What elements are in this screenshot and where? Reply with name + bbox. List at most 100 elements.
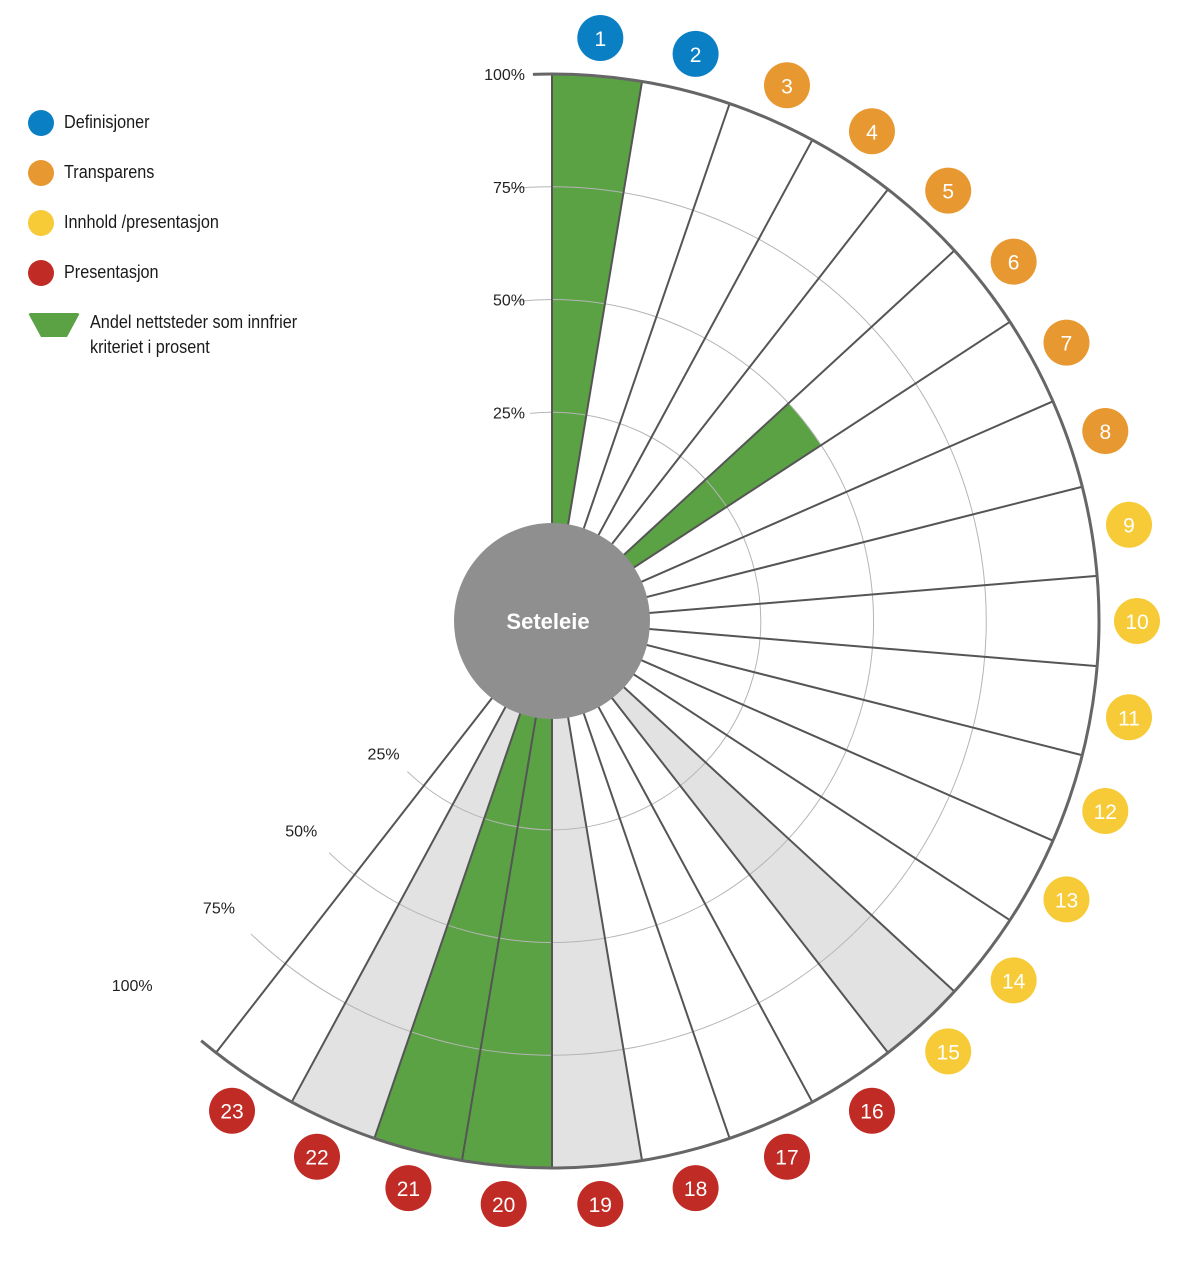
tick-label-bottom: 75% [203,901,235,918]
badge-number: 23 [220,1101,243,1124]
badge-number: 15 [937,1041,960,1064]
legend-label: Definisjoner [64,112,150,132]
badge-number: 17 [775,1147,798,1170]
tick-label-bottom: 100% [112,978,153,995]
badge-circle [577,1181,624,1228]
tick-label-top: 50% [493,293,525,310]
spoke [596,139,814,538]
badge-circle [577,14,624,61]
legend-item-andel: Andel nettsteder som innfrier kriteriet … [28,310,320,360]
legend-item-definisjoner: Definisjoner [28,110,320,160]
badge-circle [763,62,810,109]
badge-circle [385,1165,432,1212]
spoke [582,103,731,531]
hub-label: Seteleie [506,609,589,634]
legend-label: Transparens [64,162,155,182]
badge-number: 22 [305,1147,328,1170]
category-badge-12: 12 [1082,787,1129,834]
spoke [566,81,644,527]
spoke [639,400,1054,584]
category-badge-15: 15 [925,1028,972,1075]
category-badge-7: 7 [1043,319,1090,366]
category-badge-17: 17 [763,1133,810,1180]
spoke [610,188,889,546]
grid-ring-25 [423,411,762,831]
badge-number: 13 [1055,889,1078,912]
spoke [566,715,644,1161]
category-badge-20: 20 [480,1181,527,1228]
wedge-not-applicable-19 [552,715,643,1168]
badge-circle [672,30,719,77]
badge-number: 21 [397,1178,420,1201]
badge-number: 11 [1118,707,1140,730]
badge-number: 14 [1002,970,1026,993]
category-badge-14: 14 [990,957,1037,1004]
legend: Definisjoner Transparens Innhold /presen… [28,110,320,360]
badge-number: 18 [684,1178,707,1201]
badge-circle [763,1133,810,1180]
green-wedge-icon [28,313,80,337]
category-badge-23: 23 [209,1087,256,1134]
badge-circle [1106,694,1153,741]
outer-arc-line [200,72,1101,1170]
category-badge-22: 22 [294,1133,341,1180]
legend-item-innhold-presentasjon: Innhold /presentasjon [28,210,320,260]
badge-number: 3 [781,75,793,98]
spoke [621,249,956,557]
spoke [647,627,1098,668]
red-circle-icon [28,260,54,286]
tick-label-bottom: 25% [368,747,400,764]
badge-circle [1114,598,1160,644]
spoke [621,685,956,993]
spoke [290,704,508,1103]
category-badge-10: 10 [1114,598,1160,644]
badge-circle [209,1087,256,1134]
badge-circle [480,1181,527,1228]
badge-number: 12 [1094,801,1117,824]
category-badge-11: 11 [1106,694,1153,741]
category-badge-16: 16 [848,1087,895,1134]
badge-circle [848,1087,895,1134]
category-badge-4: 4 [848,108,895,155]
legend-label: Innhold /presentasjon [64,212,219,232]
badge-circle [925,1028,972,1075]
badge-number: 4 [866,121,878,144]
badge-circle [1043,876,1090,923]
category-badge-13: 13 [1043,876,1090,923]
spoke [596,704,814,1103]
grid-ring-50 [354,299,874,943]
badge-circle [1082,408,1129,455]
radial-tick-labels: 25% 25% 50% 50% 75% 75% 100% 100% [112,67,525,995]
spoke [460,715,538,1161]
badge-circle [672,1165,719,1212]
category-badge-6: 6 [990,238,1037,285]
spoke [639,658,1054,842]
legend-item-presentasjon: Presentasjon [28,260,320,310]
category-badge-19: 19 [577,1181,624,1228]
badge-number: 9 [1123,515,1135,538]
grid-ring-75 [284,186,987,1056]
category-badge-9: 9 [1106,501,1153,548]
wedge-not-applicable-22 [291,705,521,1139]
wedge-fill-21 [374,711,537,1161]
outer-arc [200,72,1101,1170]
category-badge-1: 1 [577,14,624,61]
hub-circle [454,523,650,719]
category-badge-21: 21 [385,1165,432,1212]
spoke [215,696,494,1054]
badge-circle [925,167,972,214]
badge-circle [848,108,895,155]
legend-label: Andel nettsteder som innfrier kriteriet … [90,312,298,357]
badge-circle [1082,787,1129,834]
legend-item-transparens: Transparens [28,160,320,210]
tick-label-bottom: 50% [285,824,317,841]
wedge-fill-6 [622,403,822,569]
badge-number: 8 [1099,421,1111,444]
orange-circle-icon [28,160,54,186]
category-badge-18: 18 [672,1165,719,1212]
spoke [644,485,1083,599]
tick-label-top: 25% [493,405,525,422]
yellow-circle-icon [28,210,54,236]
badge-number: 10 [1125,611,1148,634]
badge-number: 2 [690,44,702,67]
